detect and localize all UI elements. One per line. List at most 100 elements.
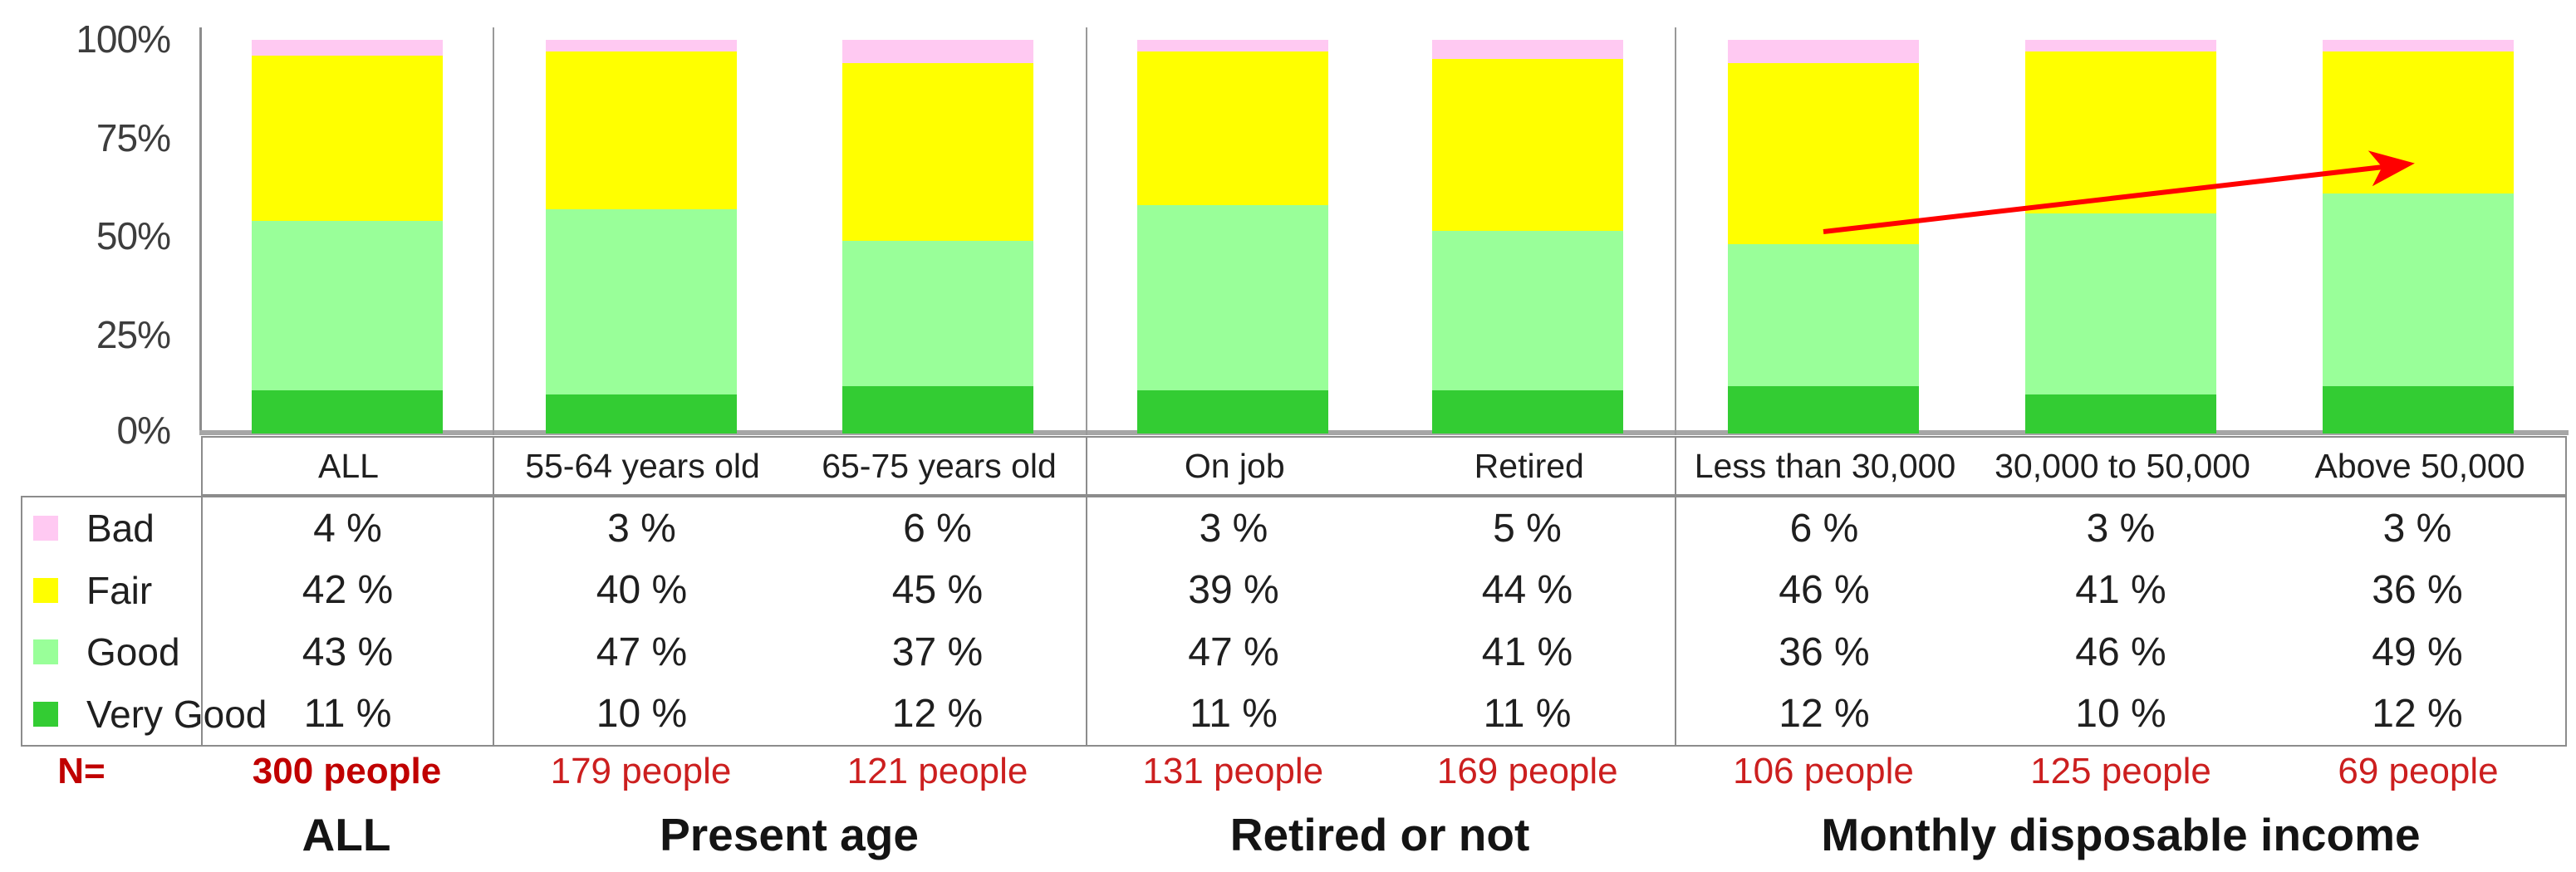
table-value-cell: 41 % (1481, 630, 1573, 674)
stacked-bar-above-50-000 (2323, 40, 2514, 434)
column-header-all: ALL (318, 446, 379, 485)
table-value-cell: 46 % (1675, 559, 1972, 621)
n-equals-label: N= (57, 751, 105, 791)
table-value-cell: 43 % (201, 621, 493, 683)
bar-segment-very-good (841, 386, 1033, 434)
bar-segment-good (1137, 205, 1329, 390)
bar-segment-fair (251, 55, 443, 222)
table-value-cell: 49 % (2372, 630, 2463, 674)
table-value-cell: 3 % (2086, 506, 2156, 551)
table-value-cell: 36 % (1675, 621, 1972, 683)
table-value-cell: 3 % (2382, 506, 2452, 551)
bar-segment-very-good (1728, 386, 1919, 434)
group-label-retired-or-not: Retired or not (1229, 809, 1530, 860)
table-value-cell: 44 % (1481, 568, 1573, 613)
table-value-cell: 3 % (1086, 497, 1380, 560)
bar-segment-bad (841, 40, 1033, 64)
bar-segment-very-good (251, 389, 443, 434)
bar-segment-bad (2025, 40, 2216, 52)
table-value-cell: 39 % (1086, 559, 1380, 621)
table-value-cell: 11 % (201, 683, 493, 745)
bar-segment-bad (2323, 40, 2514, 52)
legend-swatch-fair (33, 577, 58, 603)
column-header-30-000-to-50-000: 30,000 to 50,000 (1995, 446, 2250, 485)
group-separator-line (1675, 27, 1676, 435)
column-header-65-75-years-old: 65-75 years old (822, 446, 1057, 485)
table-value-cell: 12 % (2372, 692, 2463, 737)
group-label-present-age: Present age (660, 809, 919, 860)
column-header-55-64-years-old: 55-64 years old (525, 446, 760, 485)
legend-label: Fair (86, 568, 153, 612)
group-label-monthly-disposable-income: Monthly disposable income (1821, 809, 2421, 860)
header-divider (1675, 438, 1676, 494)
bar-segment-bad (1728, 40, 1919, 64)
table-value-cell: 47 % (493, 621, 789, 683)
y-axis-line (199, 27, 202, 434)
table-value-cell: 6 % (903, 506, 972, 551)
table-value-cell: 45 % (891, 568, 984, 613)
table-value-cell: 10 % (493, 683, 789, 745)
stacked-bar-65-75-years-old (841, 40, 1033, 434)
group-separator-line (1086, 27, 1087, 435)
bar-segment-very-good (2025, 394, 2216, 434)
legend-row-fair: Fair (22, 560, 201, 622)
table-value-cell: 10 % (2075, 692, 2166, 737)
bar-segment-very-good (2323, 386, 2514, 434)
bar-segment-bad (545, 40, 737, 52)
column-header-retired: Retired (1474, 446, 1584, 485)
y-axis-tick-label: 0% (116, 408, 171, 452)
stacked-bar-55-64-years-old (545, 40, 737, 434)
bar-segment-fair (2025, 51, 2216, 213)
table-value-cell: 36 % (2372, 568, 2463, 613)
bar-segment-very-good (1431, 390, 1623, 434)
table-value-cell: 42 % (201, 559, 493, 621)
bar-segment-very-good (1137, 389, 1329, 434)
bar-segment-good (841, 240, 1033, 387)
column-header-less-than-30-000: Less than 30,000 (1694, 446, 1956, 485)
legend-swatch-good (33, 639, 58, 665)
bar-segment-fair (1431, 59, 1623, 231)
legend-label: Very Good (86, 692, 267, 736)
bar-segment-bad (1431, 40, 1623, 60)
bar-segment-fair (545, 51, 737, 209)
legend-swatch-very-good (33, 701, 58, 727)
legend-row-good: Good (22, 621, 201, 683)
legend-label: Good (86, 630, 180, 674)
sample-size-value: 300 people (252, 751, 442, 791)
bar-segment-good (1728, 244, 1919, 387)
sample-size-value: 169 people (1436, 751, 1618, 791)
y-axis-tick-label: 50% (96, 213, 171, 257)
stacked-bar-less-than-30-000 (1728, 40, 1919, 434)
bar-segment-bad (1137, 40, 1329, 52)
table-value-cell: 3 % (493, 497, 789, 560)
bar-segment-very-good (545, 394, 737, 434)
group-label-all: ALL (302, 809, 391, 860)
table-value-cell: 47 % (1086, 621, 1380, 683)
table-value-cell: 37 % (891, 630, 984, 674)
stacked-bar-all (251, 40, 443, 434)
x-axis-baseline (199, 430, 2569, 435)
sample-size-value: 125 people (2030, 751, 2211, 791)
stacked-bar-on-job (1137, 40, 1329, 434)
column-header-above-50-000: Above 50,000 (2314, 446, 2525, 485)
y-axis-tick-label: 25% (96, 312, 171, 356)
table-value-cell: 11 % (1086, 683, 1380, 745)
table-value-cell: 46 % (2075, 630, 2166, 674)
legend-label: Bad (86, 507, 155, 551)
table-value-cell: 5 % (1493, 506, 1562, 551)
bar-segment-good (2025, 213, 2216, 394)
legend-row-very-good: Very Good (22, 683, 267, 746)
sample-size-value: 179 people (550, 751, 732, 791)
bar-segment-good (1431, 230, 1623, 391)
stacked-bar-30-000-to-50-000 (2025, 40, 2216, 434)
bar-segment-good (545, 208, 737, 394)
table-value-cell: 12 % (891, 692, 984, 737)
column-header-on-job: On job (1184, 446, 1285, 485)
stacked-bar-retired (1431, 40, 1623, 434)
bar-segment-fair (1137, 51, 1329, 206)
group-separator-line (493, 27, 494, 435)
y-axis-tick-label: 75% (96, 115, 171, 159)
sample-size-value: 106 people (1733, 751, 1914, 791)
bar-segment-bad (251, 40, 443, 56)
